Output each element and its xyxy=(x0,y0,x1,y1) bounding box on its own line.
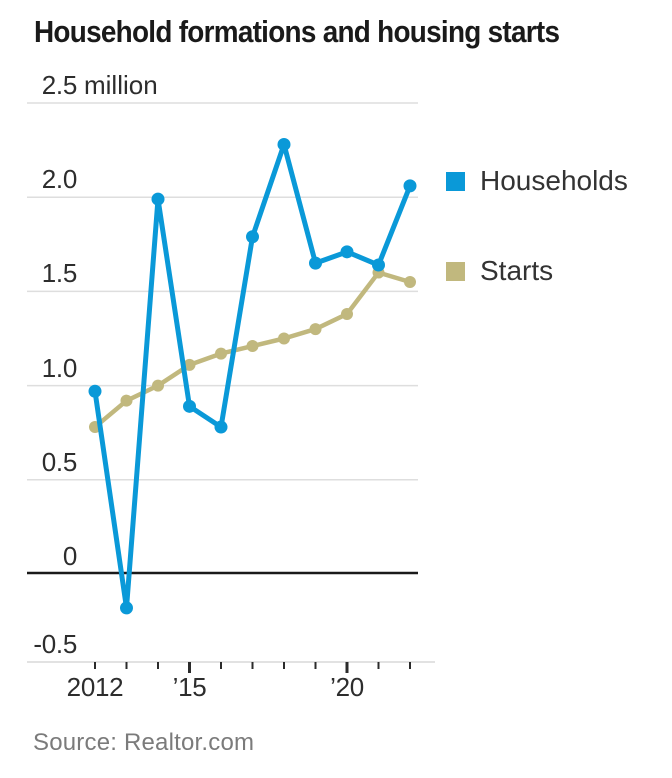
households-point xyxy=(120,601,133,615)
y-tick-label: 0.5 xyxy=(41,446,78,477)
households-line xyxy=(92,141,413,611)
y-tick-label: 1.5 xyxy=(41,258,78,289)
starts-point xyxy=(152,379,164,392)
legend-label: Households xyxy=(480,165,628,196)
starts-point xyxy=(120,394,133,407)
starts-point xyxy=(341,308,353,321)
y-tick-label: 0 xyxy=(62,541,77,571)
households-swatch xyxy=(446,171,465,191)
starts-point xyxy=(215,347,227,360)
legend-label: Starts xyxy=(480,255,554,286)
y-tick-label: 1.0 xyxy=(41,352,78,383)
starts-point xyxy=(246,340,259,353)
x-tick-label: ’15 xyxy=(172,672,207,702)
plot-svg xyxy=(27,102,435,673)
starts-point xyxy=(309,323,322,336)
y-tick-label: 2.5 xyxy=(41,70,78,100)
households-point xyxy=(88,384,102,398)
starts-point xyxy=(404,275,416,288)
starts-swatch xyxy=(446,261,465,281)
households-point xyxy=(277,137,291,151)
y-axis-unit: million xyxy=(84,70,158,100)
households-point xyxy=(340,245,354,259)
y-tick-label: -0.5 xyxy=(33,629,77,659)
households-point xyxy=(183,399,196,413)
households-point xyxy=(151,192,165,206)
households-point xyxy=(309,256,322,270)
chart-title: Household formations and housing starts xyxy=(34,14,560,49)
y-tick-label: 2.0 xyxy=(41,164,78,195)
legend-item-starts: Starts xyxy=(446,255,554,286)
source-note: Source: Realtor.com xyxy=(33,729,255,756)
households-point xyxy=(403,179,417,193)
starts-point xyxy=(278,332,290,345)
x-tick-label: 2012 xyxy=(66,672,124,702)
households-point xyxy=(214,420,228,434)
legend-item-households: Households xyxy=(446,165,628,196)
households-point xyxy=(246,230,259,244)
x-tick-label: ’20 xyxy=(330,672,364,702)
households-point xyxy=(372,258,385,272)
chart-area: Household formations and housing starts … xyxy=(27,14,628,702)
starts-point xyxy=(183,358,196,371)
